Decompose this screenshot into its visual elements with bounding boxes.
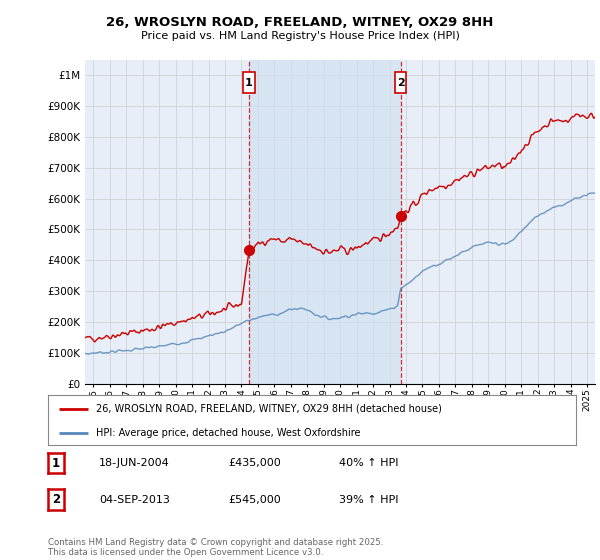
Text: 26, WROSLYN ROAD, FREELAND, WITNEY, OX29 8HH (detached house): 26, WROSLYN ROAD, FREELAND, WITNEY, OX29… (95, 404, 442, 414)
FancyBboxPatch shape (244, 72, 254, 93)
Text: HPI: Average price, detached house, West Oxfordshire: HPI: Average price, detached house, West… (95, 428, 360, 437)
Text: 2: 2 (52, 493, 60, 506)
Text: 04-SEP-2013: 04-SEP-2013 (99, 494, 170, 505)
Text: £435,000: £435,000 (228, 458, 281, 468)
Text: 40% ↑ HPI: 40% ↑ HPI (339, 458, 398, 468)
Text: 39% ↑ HPI: 39% ↑ HPI (339, 494, 398, 505)
Text: 2: 2 (397, 78, 404, 87)
Text: 26, WROSLYN ROAD, FREELAND, WITNEY, OX29 8HH: 26, WROSLYN ROAD, FREELAND, WITNEY, OX29… (106, 16, 494, 29)
Text: 1: 1 (52, 456, 60, 470)
Text: Contains HM Land Registry data © Crown copyright and database right 2025.
This d: Contains HM Land Registry data © Crown c… (48, 538, 383, 557)
Text: 18-JUN-2004: 18-JUN-2004 (99, 458, 170, 468)
Text: 1: 1 (245, 78, 253, 87)
Bar (249, 60, 401, 384)
Text: Price paid vs. HM Land Registry's House Price Index (HPI): Price paid vs. HM Land Registry's House … (140, 31, 460, 41)
Text: £545,000: £545,000 (228, 494, 281, 505)
FancyBboxPatch shape (395, 72, 406, 93)
